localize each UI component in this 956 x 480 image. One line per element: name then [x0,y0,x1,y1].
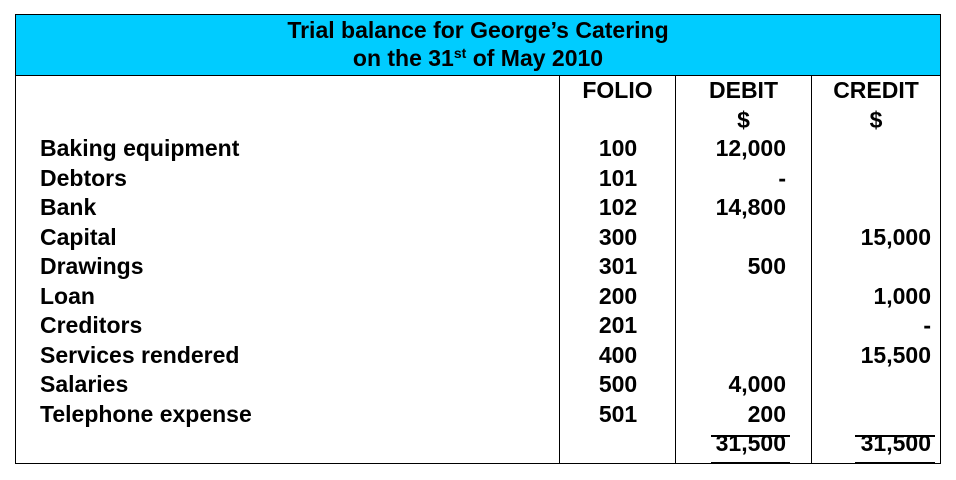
debit-cell: 4,000 [728,371,786,397]
folio-cell: 201 [598,312,638,338]
title-date-rest: of May 2010 [466,45,604,71]
trial-balance-table: Trial balance for George’s Catering on t… [15,14,941,464]
debit-subtotal-rule [711,435,790,437]
folio-cell: 100 [598,135,638,161]
debit-cell: 14,800 [715,194,786,220]
table-row: Bank 102 14,800 [16,193,940,223]
folio-cell: 501 [598,400,638,427]
account-name: Creditors [40,312,143,338]
folio-cell: 300 [598,223,638,250]
folio-cell: 102 [598,194,638,220]
account-name: Loan [40,282,95,309]
account-name: Bank [40,194,97,220]
credit-currency: $ [869,107,883,133]
debit-cell: - [778,164,786,191]
divider-debit [675,75,676,463]
folio-cell: 200 [598,282,638,309]
title-banner: Trial balance for George’s Catering on t… [16,15,940,76]
title-date-suffix-sup: st [453,45,467,61]
account-name: Debtors [40,164,127,191]
debit-total-double-rule-top [711,462,790,464]
debit-total: 31,500 [715,430,786,456]
divider-credit [811,75,812,463]
credit-cell: 15,000 [860,223,931,250]
debit-cell: 200 [747,400,786,427]
account-name: Drawings [40,253,144,279]
folio-cell: 101 [598,164,638,191]
credit-cell: 1,000 [873,282,931,309]
column-header-credit: CREDIT [833,77,919,103]
table-row: Debtors 101 - [16,164,940,194]
table-row: Telephone expense 501 200 [16,400,940,430]
title-line-2: on the 31st of May 2010 [16,44,940,72]
totals-row: 31,500 31,500 [16,429,940,459]
credit-subtotal-rule [855,435,935,437]
table-row: Salaries 500 4,000 [16,370,940,400]
table-row: Capital 300 15,000 [16,223,940,253]
debit-cell: 500 [747,253,786,279]
folio-cell: 500 [598,371,638,397]
debit-currency: $ [737,107,750,133]
table-row: Loan 200 1,000 [16,282,940,312]
table-row: Services rendered 400 15,500 [16,341,940,371]
credit-total: 31,500 [860,430,931,456]
credit-cell: - [923,312,931,338]
folio-cell: 301 [598,253,638,279]
table-row: Baking equipment 100 12,000 [16,134,940,164]
debit-cell: 12,000 [715,135,786,161]
credit-cell: 15,500 [860,341,931,368]
title-line-1: Trial balance for George’s Catering [287,17,669,43]
account-name: Baking equipment [40,135,240,161]
account-rows: Baking equipment 100 12,000 Debtors 101- Bank… [16,134,940,459]
account-name: Salaries [40,371,129,397]
column-header-folio: FOLIO [582,77,653,103]
table-row: Creditors 201 - [16,311,940,341]
table-row: Drawings 301 500 [16,252,940,282]
folio-cell: 400 [598,341,638,368]
account-name: Capital [40,223,117,250]
title-date-prefix: on the 31 [352,45,454,71]
account-name: Services rendered [40,341,240,368]
credit-total-double-rule-top [855,462,935,464]
divider-folio [559,75,560,463]
column-header-debit: DEBIT [709,77,778,103]
account-name: Telephone expense [40,400,252,427]
